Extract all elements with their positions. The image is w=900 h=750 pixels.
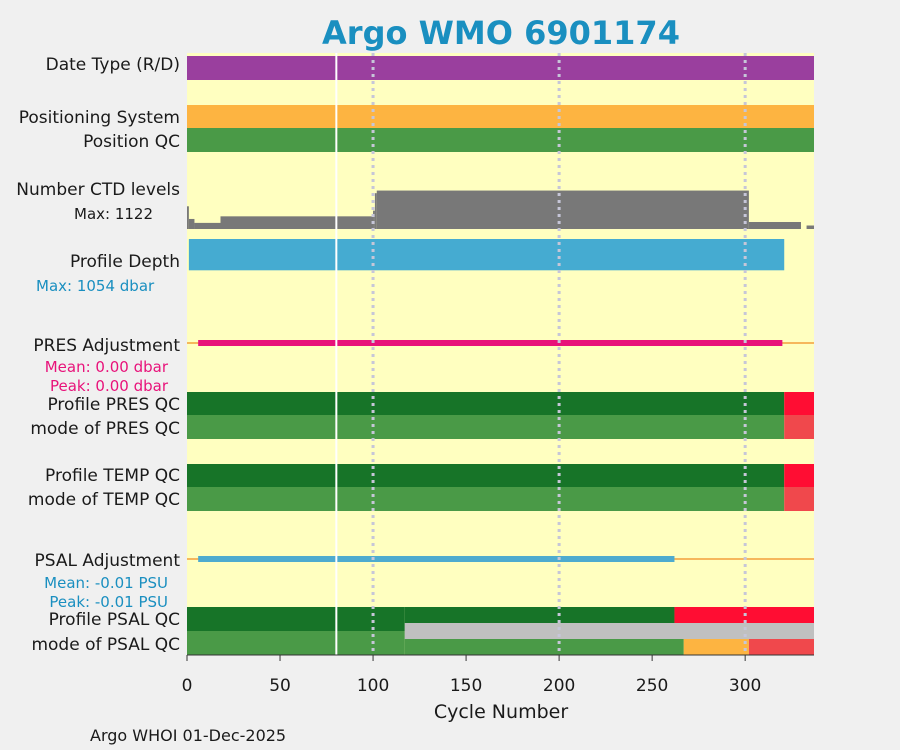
row-label-5: PRES Adjustment [33,336,180,356]
row-label-0: Date Type (R/D) [46,55,180,75]
row-9-segment-0 [187,487,785,511]
x-tick-label-0: 0 [182,676,193,696]
ctd-levels-bar-6 [376,190,749,229]
row-label-9: mode of TEMP QC [28,490,180,510]
row-10-peak-label: Peak: -0.01 PSU [49,593,168,611]
row-5-adjustment-bar [198,340,783,346]
ctd-levels-bar-5 [374,193,377,229]
row-0-segment-0 [187,56,814,80]
x-tick-label-4: 200 [543,676,575,696]
x-tick-label-6: 300 [729,676,761,696]
row-12-overlay [404,623,814,639]
row-label-11: Profile PSAL QC [49,610,180,630]
x-axis: 0 50 100 150 200 250 300 [182,654,814,696]
row-label-7: mode of PRES QC [30,419,180,439]
profile-depth-bar [188,239,785,271]
row-8-segment-0 [187,464,785,487]
x-tick-label-2: 100 [357,676,389,696]
row-7-segment-0 [187,415,785,439]
row-5-mean-label: Mean: 0.00 dbar [45,358,169,376]
row-9-segment-1 [784,487,814,511]
row-label-6: Profile PRES QC [47,395,180,415]
row-5-peak-label: Peak: 0.00 dbar [50,377,169,395]
x-tick-label-3: 150 [450,676,482,696]
row-7-segment-1 [784,415,814,439]
row-labels: Date Type (R/D) Positioning System Positio… [16,55,180,655]
ctd-levels-bar-9 [806,225,814,229]
row-label-12: mode of PSAL QC [31,635,180,655]
plot-area [187,53,814,655]
ctd-max-label: Max: 1122 [74,205,153,223]
ctd-levels-bar-0 [187,206,189,229]
ctd-levels-bar-1 [188,218,195,229]
x-tick-label-1: 50 [269,676,291,696]
ctd-levels-bar-4 [373,210,375,229]
ctd-levels-bar-2 [194,222,221,229]
x-tick-label-5: 250 [636,676,668,696]
x-axis-label: Cycle Number [434,701,568,723]
row-label-10: PSAL Adjustment [35,551,181,571]
row-12-segment-0 [187,631,405,655]
row-label-8: Profile TEMP QC [45,466,180,486]
row-10-adjustment-bar [198,556,675,562]
gridlines [335,53,747,655]
row-label-1: Positioning System [19,108,180,128]
row-2-segment-0 [187,128,814,152]
row-11-segment-0 [187,607,405,631]
row-label-3: Number CTD levels [16,180,180,200]
row-6-segment-1 [784,392,814,415]
row-10-mean-label: Mean: -0.01 PSU [44,574,168,592]
chart-title: Argo WMO 6901174 [322,14,680,52]
row-1-segment-0 [187,105,814,128]
row-label-2: Position QC [83,132,180,152]
ctd-levels-bar-3 [220,216,374,229]
depth-max-label: Max: 1054 dbar [36,277,155,295]
ctd-levels-bar-7 [748,222,801,229]
row-8-segment-1 [784,464,814,487]
row-label-4: Profile Depth [70,252,180,272]
row-6-segment-0 [187,392,785,415]
footer-text: Argo WHOI 01-Dec-2025 [90,726,286,745]
